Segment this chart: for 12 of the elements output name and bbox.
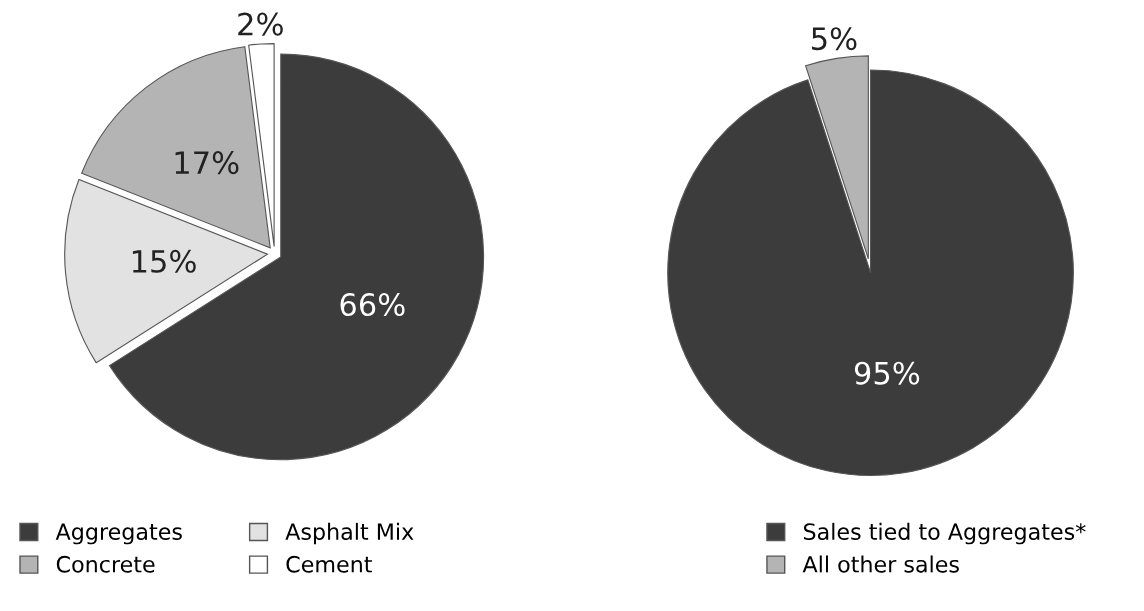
legend-label: All other sales xyxy=(802,555,959,573)
data-label: 95% xyxy=(854,361,920,385)
data-label: 66% xyxy=(340,292,405,317)
data-label: 17% xyxy=(175,151,239,175)
data-label: 15% xyxy=(132,249,196,273)
legend-label: Aggregates xyxy=(55,523,182,545)
data-label: 2% xyxy=(238,12,283,36)
legend-label: Cement xyxy=(286,555,372,573)
legend-label: Concrete xyxy=(56,555,155,573)
legend-label: Asphalt Mix xyxy=(285,522,414,545)
legend-label: Sales tied to Aggregates* xyxy=(803,522,1086,545)
data-label: 5% xyxy=(812,27,857,51)
